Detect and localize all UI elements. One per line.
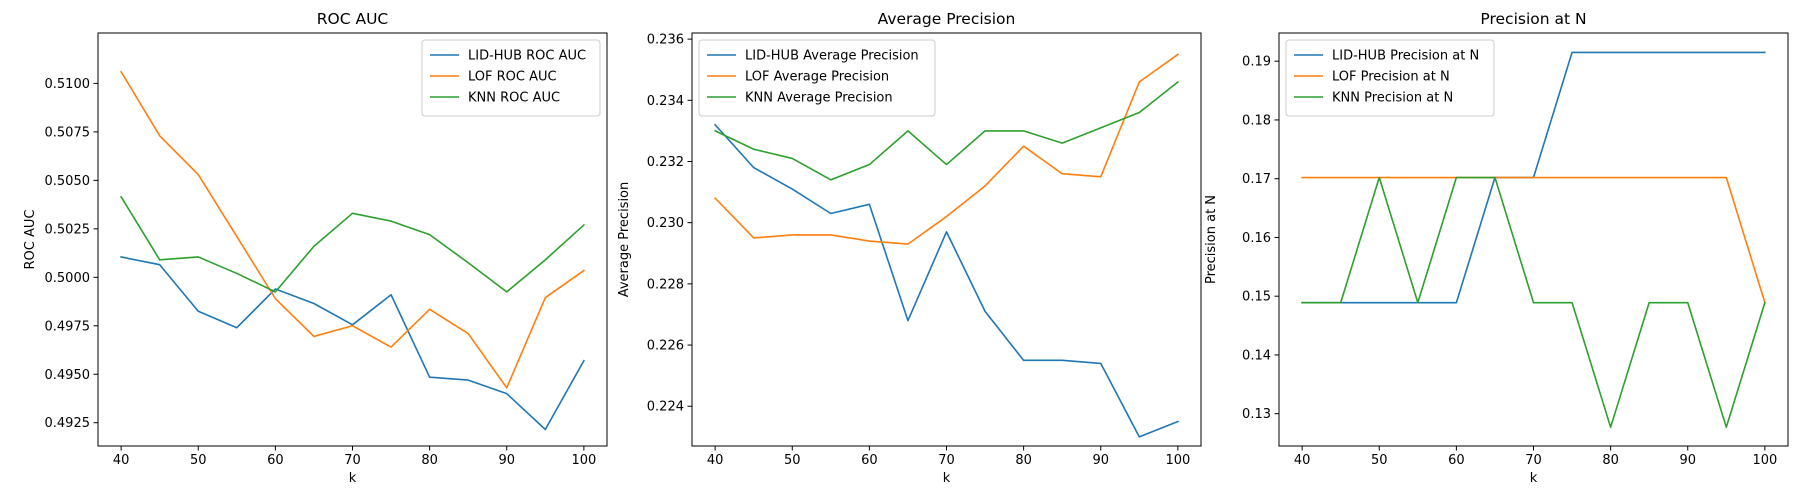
legend-label: LID-HUB Precision at N: [1332, 49, 1479, 64]
x-tick-label: 40: [707, 453, 724, 468]
y-tick-label: 0.4925: [45, 416, 91, 431]
series-line: [120, 195, 585, 293]
legend-box: [421, 39, 601, 117]
x-axis-label: k: [349, 471, 357, 486]
x-tick-label: 80: [421, 453, 438, 468]
legend-label: KNN Average Precision: [745, 91, 893, 106]
series-line: [1301, 176, 1766, 429]
subplot-precision-at-n: Precision at N k Precision at N 40 50 60 70…: [1204, 10, 1789, 486]
y-tick-label: 0.4950: [45, 368, 91, 383]
y-tick-label: 0.5000: [45, 271, 91, 286]
y-tick-label: 0.17: [1242, 172, 1271, 187]
series-line: [120, 70, 585, 389]
series-line: [120, 256, 585, 431]
y-tick-label: 0.16: [1242, 231, 1271, 246]
x-tick-label: 40: [113, 453, 130, 468]
series-line: [714, 53, 1179, 245]
y-axis-label: Precision at N: [1204, 195, 1219, 284]
y-tick-label: 0.234: [647, 94, 684, 109]
x-tick-label: 90: [498, 453, 515, 468]
y-tick-label: 0.4975: [45, 319, 91, 334]
x-tick-label: 50: [1371, 453, 1388, 468]
legend-box: [698, 39, 936, 117]
x-tick-label: 80: [1602, 453, 1619, 468]
subplot-roc-auc: ROC AUC k ROC AUC 40 50 60 70 80 90 100 0.4925 0…: [23, 10, 608, 486]
legend-label: KNN Precision at N: [1332, 91, 1453, 106]
legend-label: LOF Precision at N: [1332, 70, 1450, 85]
y-tick-label: 0.13: [1242, 407, 1271, 422]
x-tick-label: 80: [1015, 453, 1032, 468]
x-tick-label: 100: [571, 453, 596, 468]
x-tick-label: 50: [784, 453, 801, 468]
y-tick-label: 0.236: [647, 33, 684, 48]
y-tick-label: 0.5050: [45, 174, 91, 189]
y-tick-label: 0.18: [1242, 113, 1271, 128]
chart-title: Precision at N: [1480, 10, 1586, 28]
series-line: [714, 123, 1179, 438]
series-line: [714, 80, 1179, 181]
y-tick-label: 0.232: [647, 155, 684, 170]
x-axis-label: k: [943, 471, 951, 486]
legend-label: LID-HUB Average Precision: [745, 49, 919, 64]
x-tick-label: 90: [1092, 453, 1109, 468]
y-tick-label: 0.226: [647, 339, 684, 354]
x-tick-label: 100: [1165, 453, 1190, 468]
x-tick-label: 100: [1752, 453, 1777, 468]
x-tick-label: 70: [1525, 453, 1542, 468]
x-tick-label: 70: [938, 453, 955, 468]
x-tick-label: 40: [1294, 453, 1311, 468]
subplot-average-precision: Average Precision k Average Precision 40…: [617, 10, 1202, 486]
y-tick-label: 0.224: [647, 400, 684, 415]
legend-label: LID-HUB ROC AUC: [468, 49, 586, 64]
x-tick-label: 90: [1679, 453, 1696, 468]
x-tick-label: 60: [861, 453, 878, 468]
x-tick-label: 60: [267, 453, 284, 468]
y-axis-label: ROC AUC: [23, 210, 38, 270]
legend-label: KNN ROC AUC: [468, 91, 560, 106]
y-tick-label: 0.14: [1242, 348, 1271, 363]
y-tick-label: 0.5100: [45, 77, 91, 92]
x-tick-label: 60: [1448, 453, 1465, 468]
legend-label: LOF ROC AUC: [468, 70, 557, 85]
legend-box: [1285, 39, 1495, 117]
x-tick-label: 70: [344, 453, 361, 468]
chart-title: ROC AUC: [317, 10, 389, 28]
y-tick-label: 0.5075: [45, 125, 91, 140]
legend-label: LOF Average Precision: [745, 70, 889, 85]
y-tick-label: 0.5025: [45, 222, 91, 237]
y-tick-label: 0.19: [1242, 55, 1271, 70]
y-tick-label: 0.228: [647, 277, 684, 292]
y-axis-label: Average Precision: [617, 182, 632, 298]
y-tick-label: 0.15: [1242, 290, 1271, 305]
y-tick-label: 0.230: [647, 216, 684, 231]
chart-title: Average Precision: [878, 10, 1016, 28]
x-axis-label: k: [1530, 471, 1538, 486]
x-tick-label: 50: [190, 453, 207, 468]
